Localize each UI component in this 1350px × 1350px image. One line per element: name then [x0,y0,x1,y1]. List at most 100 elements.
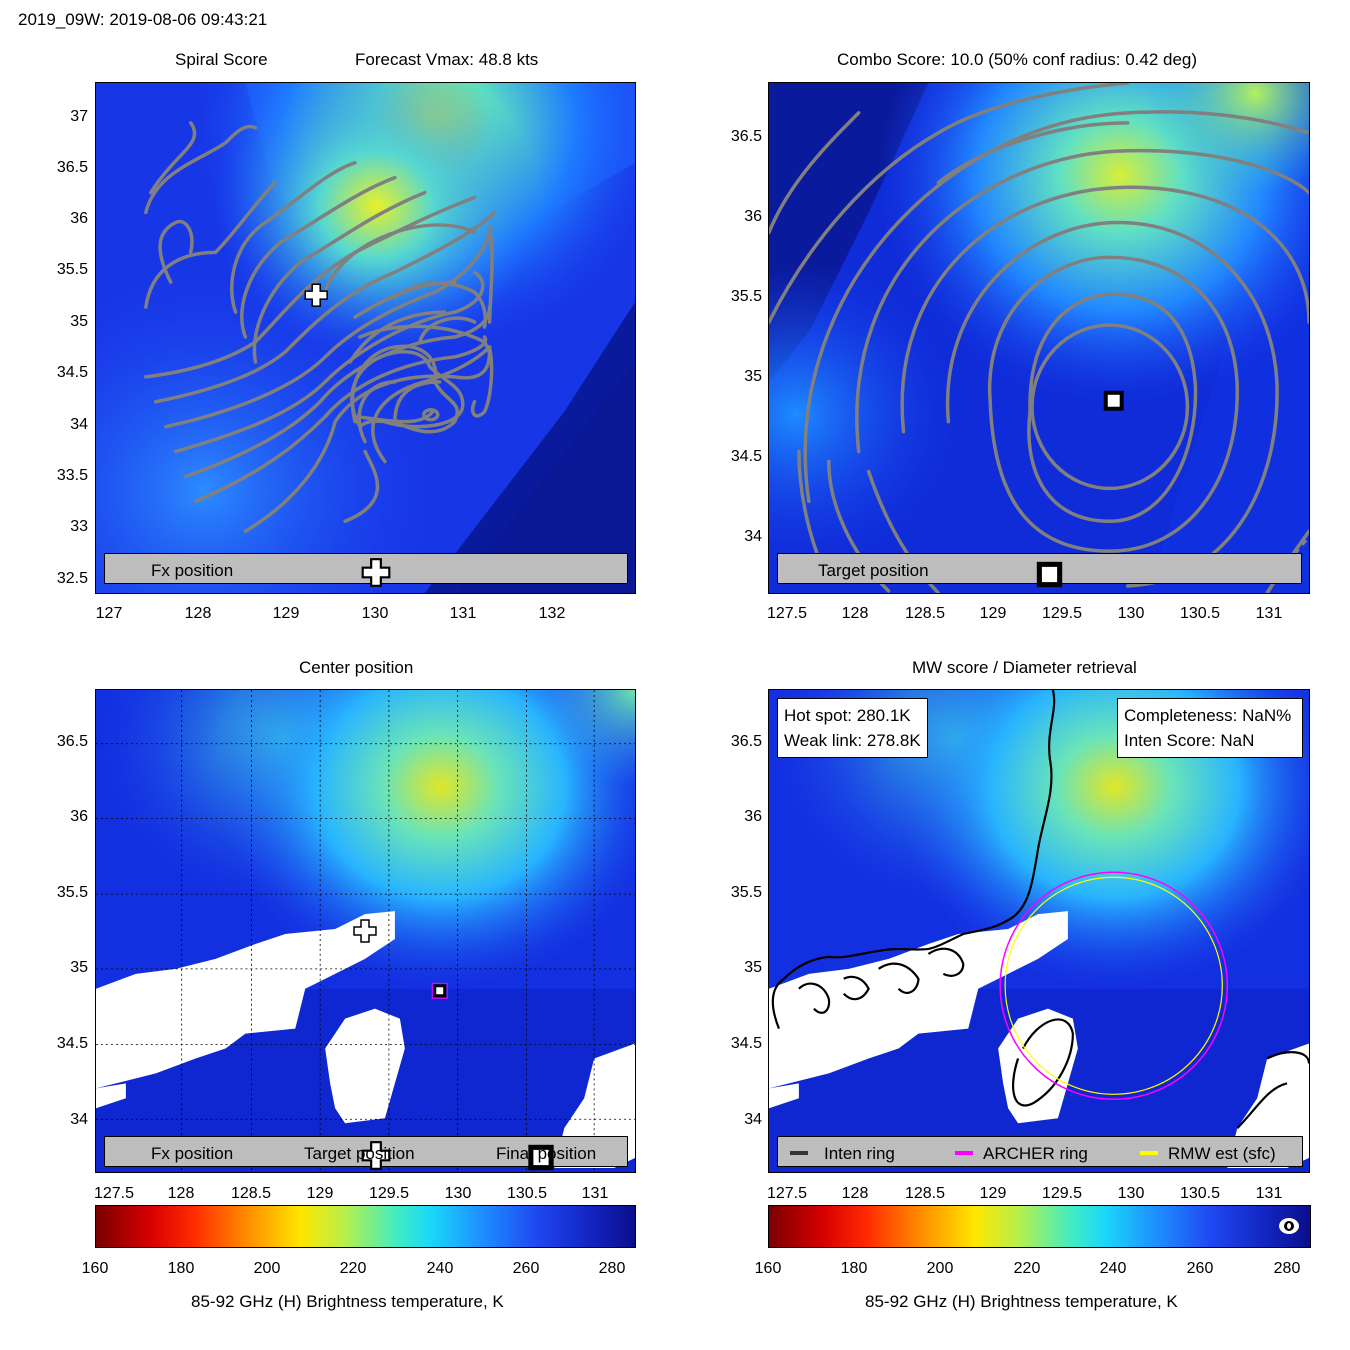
mw-x-tick-label: 131 [1255,1185,1283,1202]
rmw-line-icon [1140,1151,1158,1155]
combo-y-tick-label: 35 [744,368,762,385]
archer-ring [999,871,1229,1101]
mw-x-tick-label: 128 [841,1185,869,1202]
spiral-x-tick-label: 127 [95,605,123,622]
combo-x-tick-label: 130 [1117,605,1145,622]
spiral-x-tick-label: 130 [361,605,389,622]
colorbar-left-label: 85-92 GHz (H) Brightness temperature, K [191,1292,504,1311]
mw-y-tick-label: 36 [744,808,762,825]
combo-score-axes: Target position [768,82,1310,594]
mw-y-tick-label: 34 [744,1111,762,1128]
completeness-info-box: Completeness: NaN% Inten Score: NaN [1117,698,1303,758]
spiral-y-tick-label: 34 [70,416,88,433]
colorbar-right [768,1205,1311,1248]
spiral-x-tick-label: 128 [184,605,212,622]
combo-x-tick-label: 129 [979,605,1007,622]
legend-target-position: Target position [818,561,929,580]
eye-logo-icon [1279,1218,1299,1234]
colorbar-left-tick-label: 260 [512,1260,540,1277]
colorbar-right-label: 85-92 GHz (H) Brightness temperature, K [865,1292,1178,1311]
center-x-tick-label: 129.5 [368,1185,410,1202]
spiral-y-tick-label: 36.5 [56,159,88,176]
colorbar-left-tick-label: 160 [81,1260,109,1277]
target-position-marker [1103,390,1124,411]
legend-final-position: Final position [496,1144,597,1163]
center-x-tick-label: 131 [581,1185,609,1202]
mw-y-tick-label: 35 [744,959,762,976]
colorbar-left-tick-label: 220 [339,1260,367,1277]
center-y-tick-label: 34 [70,1111,88,1128]
mw-score-legend: Inten ring ARCHER ring RMW est (sfc) [777,1136,1303,1167]
mw-y-tick-label: 36.5 [730,733,762,750]
center-y-tick-label: 35.5 [56,884,88,901]
center-x-tick-label: 127.5 [93,1185,135,1202]
colorbar-left [95,1205,636,1248]
colorbar-right-tick-label: 200 [926,1260,954,1277]
mw-x-tick-label: 127.5 [766,1185,808,1202]
spiral-x-tick-label: 131 [449,605,477,622]
fx-position-marker [353,919,377,943]
fx-position-marker [304,283,328,307]
combo-x-tick-label: 128 [841,605,869,622]
center-x-tick-label: 130 [444,1185,472,1202]
mw-y-tick-label: 34.5 [730,1035,762,1052]
combo-y-tick-label: 36 [744,208,762,225]
colorbar-right-tick-label: 160 [754,1260,782,1277]
spiral-x-tick-label: 129 [272,605,300,622]
center-x-tick-label: 128.5 [230,1185,272,1202]
spiral-x-tick-label: 132 [538,605,566,622]
center-x-tick-label: 129 [306,1185,334,1202]
colorbar-right-tick-label: 240 [1099,1260,1127,1277]
mw-score-axes: Hot spot: 280.1K Weak link: 278.8K Compl… [768,689,1310,1173]
weak-link-text: Weak link: 278.8K [784,731,921,750]
center-position-title: Center position [299,658,414,677]
archer-ring-line-icon [955,1151,973,1155]
colorbar-left-tick-label: 180 [167,1260,195,1277]
colorbar-right-tick-label: 220 [1013,1260,1041,1277]
spiral-y-tick-label: 32.5 [56,570,88,587]
forecast-vmax-title: Forecast Vmax: 48.8 kts [355,50,539,69]
legend-archer-ring: ARCHER ring [983,1144,1088,1163]
legend-fx-position: Fx position [151,1144,234,1163]
spiral-y-tick-label: 36 [70,210,88,227]
mw-score-map [769,690,1309,1172]
mw-score-title: MW score / Diameter retrieval [912,658,1137,677]
spiral-y-tick-label: 33 [70,518,88,535]
completeness-text: Completeness: NaN% [1124,706,1292,725]
spiral-y-tick-label: 37 [70,108,88,125]
spiral-y-tick-label: 35 [70,313,88,330]
target-position-marker [431,982,448,999]
mw-x-tick-label: 130.5 [1179,1185,1221,1202]
mw-x-tick-label: 128.5 [904,1185,946,1202]
center-y-tick-label: 36 [70,808,88,825]
legend-target-position: Target position [304,1144,415,1163]
combo-y-tick-label: 34.5 [730,448,762,465]
combo-score-title: Combo Score: 10.0 (50% conf radius: 0.42… [837,50,1198,69]
mw-x-tick-label: 129 [979,1185,1007,1202]
mw-x-tick-label: 129.5 [1041,1185,1083,1202]
combo-x-tick-label: 129.5 [1041,605,1083,622]
center-x-tick-label: 128 [167,1185,195,1202]
legend-rmw-est: RMW est (sfc) [1168,1144,1276,1163]
center-y-tick-label: 34.5 [56,1035,88,1052]
rmw-ring [1004,876,1223,1095]
mw-y-tick-label: 35.5 [730,884,762,901]
inten-ring-line-icon [790,1151,808,1155]
colorbar-left-tick-label: 200 [253,1260,281,1277]
center-y-tick-label: 35 [70,959,88,976]
combo-x-tick-label: 128.5 [904,605,946,622]
spiral-score-map [96,83,635,593]
colorbar-left-tick-label: 240 [426,1260,454,1277]
spiral-score-legend: Fx position [104,553,628,587]
square-marker-icon [528,1144,554,1171]
spiral-y-tick-label: 34.5 [56,364,88,381]
combo-y-tick-label: 35.5 [730,288,762,305]
center-position-map [96,690,635,1172]
spiral-y-tick-label: 33.5 [56,467,88,484]
inten-score-text: Inten Score: NaN [1124,731,1255,750]
spiral-score-axes: Fx position [95,82,636,594]
combo-x-tick-label: 127.5 [766,605,808,622]
plus-marker-icon [361,558,391,587]
combo-x-tick-label: 130.5 [1179,605,1221,622]
legend-inten-ring: Inten ring [824,1144,895,1163]
